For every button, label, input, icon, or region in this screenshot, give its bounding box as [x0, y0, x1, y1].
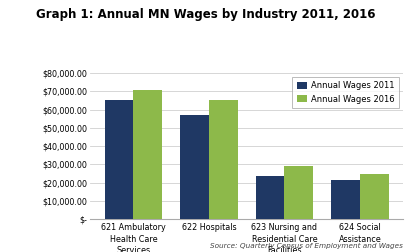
Text: Graph 1: Annual MN Wages by Industry 2011, 2016: Graph 1: Annual MN Wages by Industry 201… — [36, 8, 375, 21]
Bar — [256, 176, 284, 219]
Bar — [360, 174, 388, 219]
Bar — [284, 166, 313, 219]
Bar — [105, 101, 133, 219]
Bar — [331, 180, 360, 219]
Bar — [209, 101, 238, 219]
Legend: Annual Wages 2011, Annual Wages 2016: Annual Wages 2011, Annual Wages 2016 — [293, 77, 399, 108]
Bar — [180, 115, 209, 219]
Bar — [133, 89, 162, 219]
Text: Source: Quarterly Census of Employment and Wages: Source: Quarterly Census of Employment a… — [210, 243, 403, 249]
